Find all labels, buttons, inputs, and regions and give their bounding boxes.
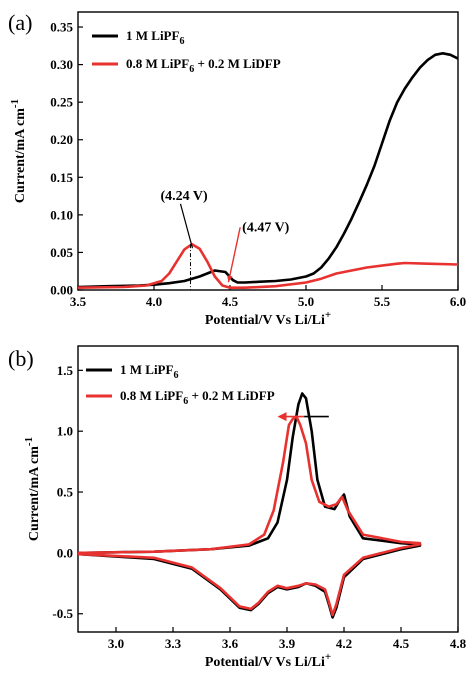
annotation-label-1: (4.47 V) <box>242 220 290 235</box>
x-tick-label: 4.5 <box>222 294 239 309</box>
panel-label: (a) <box>8 10 32 35</box>
x-tick-label: 3.0 <box>108 636 124 651</box>
y-axis-title: Current/mA cm-1 <box>9 99 28 203</box>
x-tick-label: 4.5 <box>393 636 410 651</box>
x-tick-label: 3.3 <box>165 636 182 651</box>
x-tick-label: 4.0 <box>146 294 162 309</box>
plot-frame <box>77 345 459 633</box>
legend-label-1: 0.8 M LiPF6 + 0.2 M LiDFP <box>120 388 275 407</box>
panel-a: 3.5 4.0 4.5 5.0 5.5 6.0 0.00 0.05 0.10 0.15 0.20 0.… <box>8 10 466 328</box>
panel-b: 3.0 3.3 3.6 3.9 4.2 4.5 4.8 -0.5 0.0 0.5 1.0 1.5 Pot… <box>8 345 467 670</box>
y-tick-label: 0.15 <box>50 170 73 185</box>
x-axis-title: Potential/V Vs Li/Li+ <box>205 309 331 328</box>
y-tick-label: 0.0 <box>57 545 73 560</box>
x-tick-label: 5.0 <box>298 294 314 309</box>
x-tick-label: 3.9 <box>279 636 296 651</box>
y-tick-label: 0.5 <box>57 485 74 500</box>
y-tick-label: 1.0 <box>57 424 73 439</box>
x-tick-label: 4.8 <box>450 636 467 651</box>
y-tick-label: 1.5 <box>57 363 74 378</box>
scan-arrow-head <box>277 412 287 422</box>
y-tick-label: 0.00 <box>50 283 73 298</box>
legend-label-0: 1 M LiPF6 <box>120 362 178 381</box>
x-tick-label: 5.5 <box>374 294 391 309</box>
y-tick-label: 0.20 <box>50 132 73 147</box>
legend-label-0: 1 M LiPF6 <box>126 28 184 47</box>
series-line-1 <box>78 242 458 290</box>
y-tick-label: -0.5 <box>52 606 73 621</box>
legend-label-1: 0.8 M LiPF6 + 0.2 M LiDFP <box>126 56 281 75</box>
y-tick-label: 0.05 <box>50 245 73 260</box>
y-tick-label: 0.25 <box>50 95 73 110</box>
annotation-arrow-1 <box>227 227 241 283</box>
x-tick-label: 4.2 <box>336 636 352 651</box>
annotation-label-0: (4.24 V) <box>160 189 208 204</box>
annotation-leader-0 <box>179 203 194 249</box>
series-line-0 <box>78 51 458 289</box>
x-tick-label: 6.0 <box>450 294 466 309</box>
x-axis-title: Potential/V Vs Li/Li+ <box>205 651 331 670</box>
y-tick-label: 0.30 <box>50 57 73 72</box>
series-line-0 <box>78 392 422 619</box>
series-line-1 <box>78 415 422 617</box>
x-tick-label: 3.6 <box>222 636 239 651</box>
y-tick-label: 0.10 <box>50 207 73 222</box>
annotation-arrow-head-1 <box>227 275 233 283</box>
y-axis-title: Current/mA cm-1 <box>23 437 42 541</box>
panel-label: (b) <box>8 346 34 371</box>
plot-frame <box>77 11 459 291</box>
x-tick-label: 3.5 <box>70 294 87 309</box>
y-tick-label: 0.35 <box>50 20 73 35</box>
